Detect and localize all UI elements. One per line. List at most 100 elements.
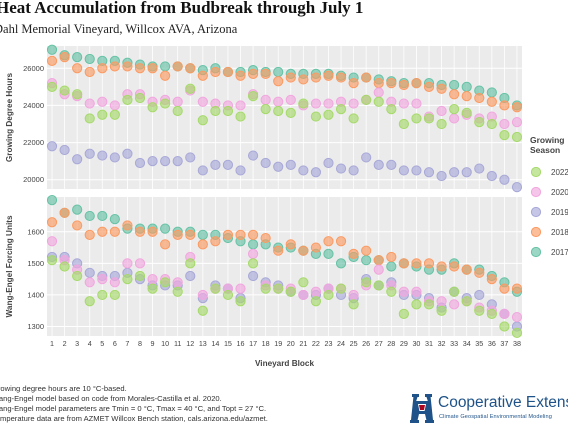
cooperative-extension-brand: Cooperative Extension Climate Geospatial… (410, 393, 568, 423)
data-point (511, 327, 523, 338)
data-point (411, 286, 422, 297)
x-tick-label: 32 (438, 339, 446, 348)
data-point (298, 245, 309, 256)
data-point (411, 299, 422, 310)
data-point (72, 89, 83, 100)
y-tick-label: 1400 (27, 290, 44, 299)
data-point (109, 226, 120, 237)
data-point (147, 283, 158, 294)
x-tick-label: 18 (262, 339, 270, 348)
data-point (449, 79, 460, 91)
data-point (273, 245, 284, 256)
data-point (273, 66, 284, 78)
x-tick-label: 5 (100, 339, 104, 348)
data-point (474, 117, 485, 128)
x-tick-label: 27 (375, 339, 383, 348)
data-point (423, 81, 435, 92)
data-point (160, 70, 171, 81)
data-point (84, 113, 95, 124)
x-tick-label: 36 (488, 339, 496, 348)
legend-swatch (530, 246, 542, 258)
data-point (386, 78, 397, 89)
x-tick-label: 17 (249, 339, 257, 348)
footnote-2: Wang-Engel model based on code from Mora… (0, 394, 222, 403)
data-point (84, 53, 95, 65)
data-point (222, 105, 234, 117)
university-a-logo-icon (410, 394, 434, 423)
data-point (499, 308, 510, 319)
data-point (46, 81, 58, 92)
data-point (411, 113, 422, 124)
data-point (273, 161, 284, 172)
footnote-4: Temperature data are from AZMET Willcox … (0, 414, 268, 423)
data-point (147, 226, 158, 237)
data-point (486, 308, 497, 319)
data-point (97, 109, 108, 120)
data-point (172, 105, 183, 117)
data-point (147, 102, 158, 113)
data-point (134, 226, 146, 237)
data-point (222, 66, 234, 78)
x-tick-label: 19 (274, 339, 282, 348)
data-point (46, 195, 58, 206)
legend-title: Season (530, 145, 560, 155)
data-point (247, 270, 259, 282)
data-point (436, 118, 447, 130)
data-point (59, 261, 70, 272)
data-point (72, 63, 83, 74)
data-point (46, 55, 58, 66)
y-tick-label: 1600 (27, 227, 44, 236)
data-point (423, 258, 435, 269)
data-point (486, 118, 497, 130)
data-point (285, 159, 296, 170)
x-tick-label: 25 (350, 339, 358, 348)
data-point (210, 66, 221, 78)
chart-title: Heat Accumulation from Budbreak through … (0, 0, 364, 17)
data-point (84, 296, 95, 307)
data-point (97, 96, 108, 107)
x-tick-label: 37 (500, 339, 508, 348)
data-point (348, 248, 359, 259)
data-point (511, 102, 523, 113)
data-point (386, 104, 397, 115)
data-point (172, 96, 183, 107)
data-point (361, 277, 372, 288)
data-point (323, 98, 334, 109)
legend-label: 2017 (551, 248, 568, 257)
chart-subtitle: Dahl Memorial Vineyard, Willcox AVA, Ari… (0, 22, 238, 36)
data-point (235, 165, 246, 176)
data-point (474, 267, 485, 278)
x-tick-label: 24 (337, 339, 345, 348)
data-point (210, 283, 221, 294)
data-point (323, 157, 334, 169)
data-point (310, 242, 322, 253)
data-point (373, 159, 384, 170)
data-point (197, 289, 208, 301)
data-point (499, 283, 510, 294)
x-tick-label: 29 (400, 339, 408, 348)
data-point (273, 76, 284, 87)
data-point (411, 78, 422, 89)
data-point (260, 68, 271, 79)
data-point (499, 130, 510, 141)
data-point (436, 305, 447, 316)
data-point (348, 299, 359, 310)
x-tick-label: 15 (224, 339, 232, 348)
data-point (172, 286, 183, 297)
data-point (398, 286, 409, 297)
data-point (134, 157, 146, 169)
data-point (172, 61, 183, 72)
series-2019 (46, 141, 523, 193)
data-point (160, 156, 171, 167)
x-tick-label: 26 (362, 339, 370, 348)
data-point (72, 220, 83, 231)
legend-label: 2020 (551, 188, 568, 197)
data-point (134, 63, 146, 74)
data-point (335, 163, 347, 174)
data-point (46, 141, 58, 152)
data-point (323, 289, 334, 301)
data-point (461, 107, 472, 118)
data-point (398, 308, 409, 319)
x-tick-label: 14 (211, 339, 219, 348)
